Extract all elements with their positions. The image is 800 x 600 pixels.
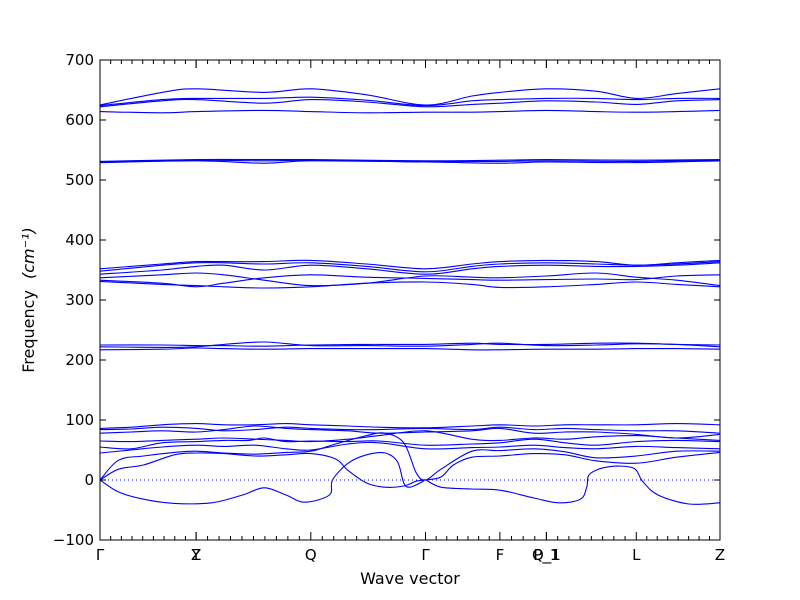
band-line-8 bbox=[100, 426, 720, 434]
band-line-16 bbox=[100, 262, 720, 275]
y-axis-title: Frequency (cm⁻¹) bbox=[19, 227, 38, 372]
band-line-3 bbox=[100, 432, 720, 481]
y-axis-ticks: −100 0 100 200 300 400 500 600 700 bbox=[53, 51, 720, 549]
band-line-20 bbox=[100, 159, 720, 163]
band-series-layer bbox=[100, 88, 720, 505]
band-line-10 bbox=[100, 347, 720, 351]
x-tick-label: L bbox=[632, 546, 641, 564]
band-line-11 bbox=[100, 341, 720, 348]
x-tick-label: F bbox=[496, 546, 505, 564]
band-line-1 bbox=[100, 451, 720, 505]
x-axis-title: Wave vector bbox=[360, 569, 460, 588]
band-line-12 bbox=[100, 342, 720, 347]
band-line-14 bbox=[100, 274, 720, 288]
band-line-7 bbox=[100, 425, 720, 439]
band-line-2 bbox=[100, 451, 720, 488]
y-tick-label: 400 bbox=[65, 231, 94, 249]
x-tick-label: Γ bbox=[421, 546, 430, 564]
x-tick-label: Z bbox=[191, 546, 201, 564]
x-tick-label: Q_1 bbox=[532, 546, 561, 565]
y-tick-label: 0 bbox=[84, 471, 94, 489]
y-tick-label: 700 bbox=[65, 51, 94, 69]
x-tick-label: Γ bbox=[96, 546, 105, 564]
band-line-18 bbox=[100, 259, 720, 270]
band-line-21 bbox=[100, 158, 720, 162]
band-line-6 bbox=[100, 430, 720, 443]
band-line-15 bbox=[100, 272, 720, 287]
x-tick-label: Z bbox=[715, 546, 725, 564]
y-tick-label: 500 bbox=[65, 171, 94, 189]
band-line-4 bbox=[100, 441, 720, 454]
band-line-25 bbox=[100, 88, 720, 106]
y-tick-label: −100 bbox=[53, 531, 94, 549]
y-tick-label: 200 bbox=[65, 351, 94, 369]
x-tick-label: Q bbox=[305, 546, 317, 564]
x-axis-ticks: Γ YZ Q Γ F P_1Q_1 L Z bbox=[96, 60, 725, 565]
plot-area bbox=[100, 88, 720, 505]
band-line-22 bbox=[100, 109, 720, 114]
y-axis-title-unit: (cm⁻¹) bbox=[19, 227, 38, 279]
band-line-24 bbox=[100, 96, 720, 107]
y-tick-label: 300 bbox=[65, 291, 94, 309]
y-axis-title-text: Frequency bbox=[19, 290, 38, 373]
x-tick-label: P_1 bbox=[533, 546, 559, 565]
band-line-19 bbox=[100, 160, 720, 164]
band-line-9 bbox=[100, 423, 720, 429]
y-tick-label: 100 bbox=[65, 411, 94, 429]
x-tick-label: Y bbox=[191, 546, 202, 564]
band-line-5 bbox=[100, 437, 720, 450]
y-tick-label: 600 bbox=[65, 111, 94, 129]
band-line-23 bbox=[100, 98, 720, 108]
